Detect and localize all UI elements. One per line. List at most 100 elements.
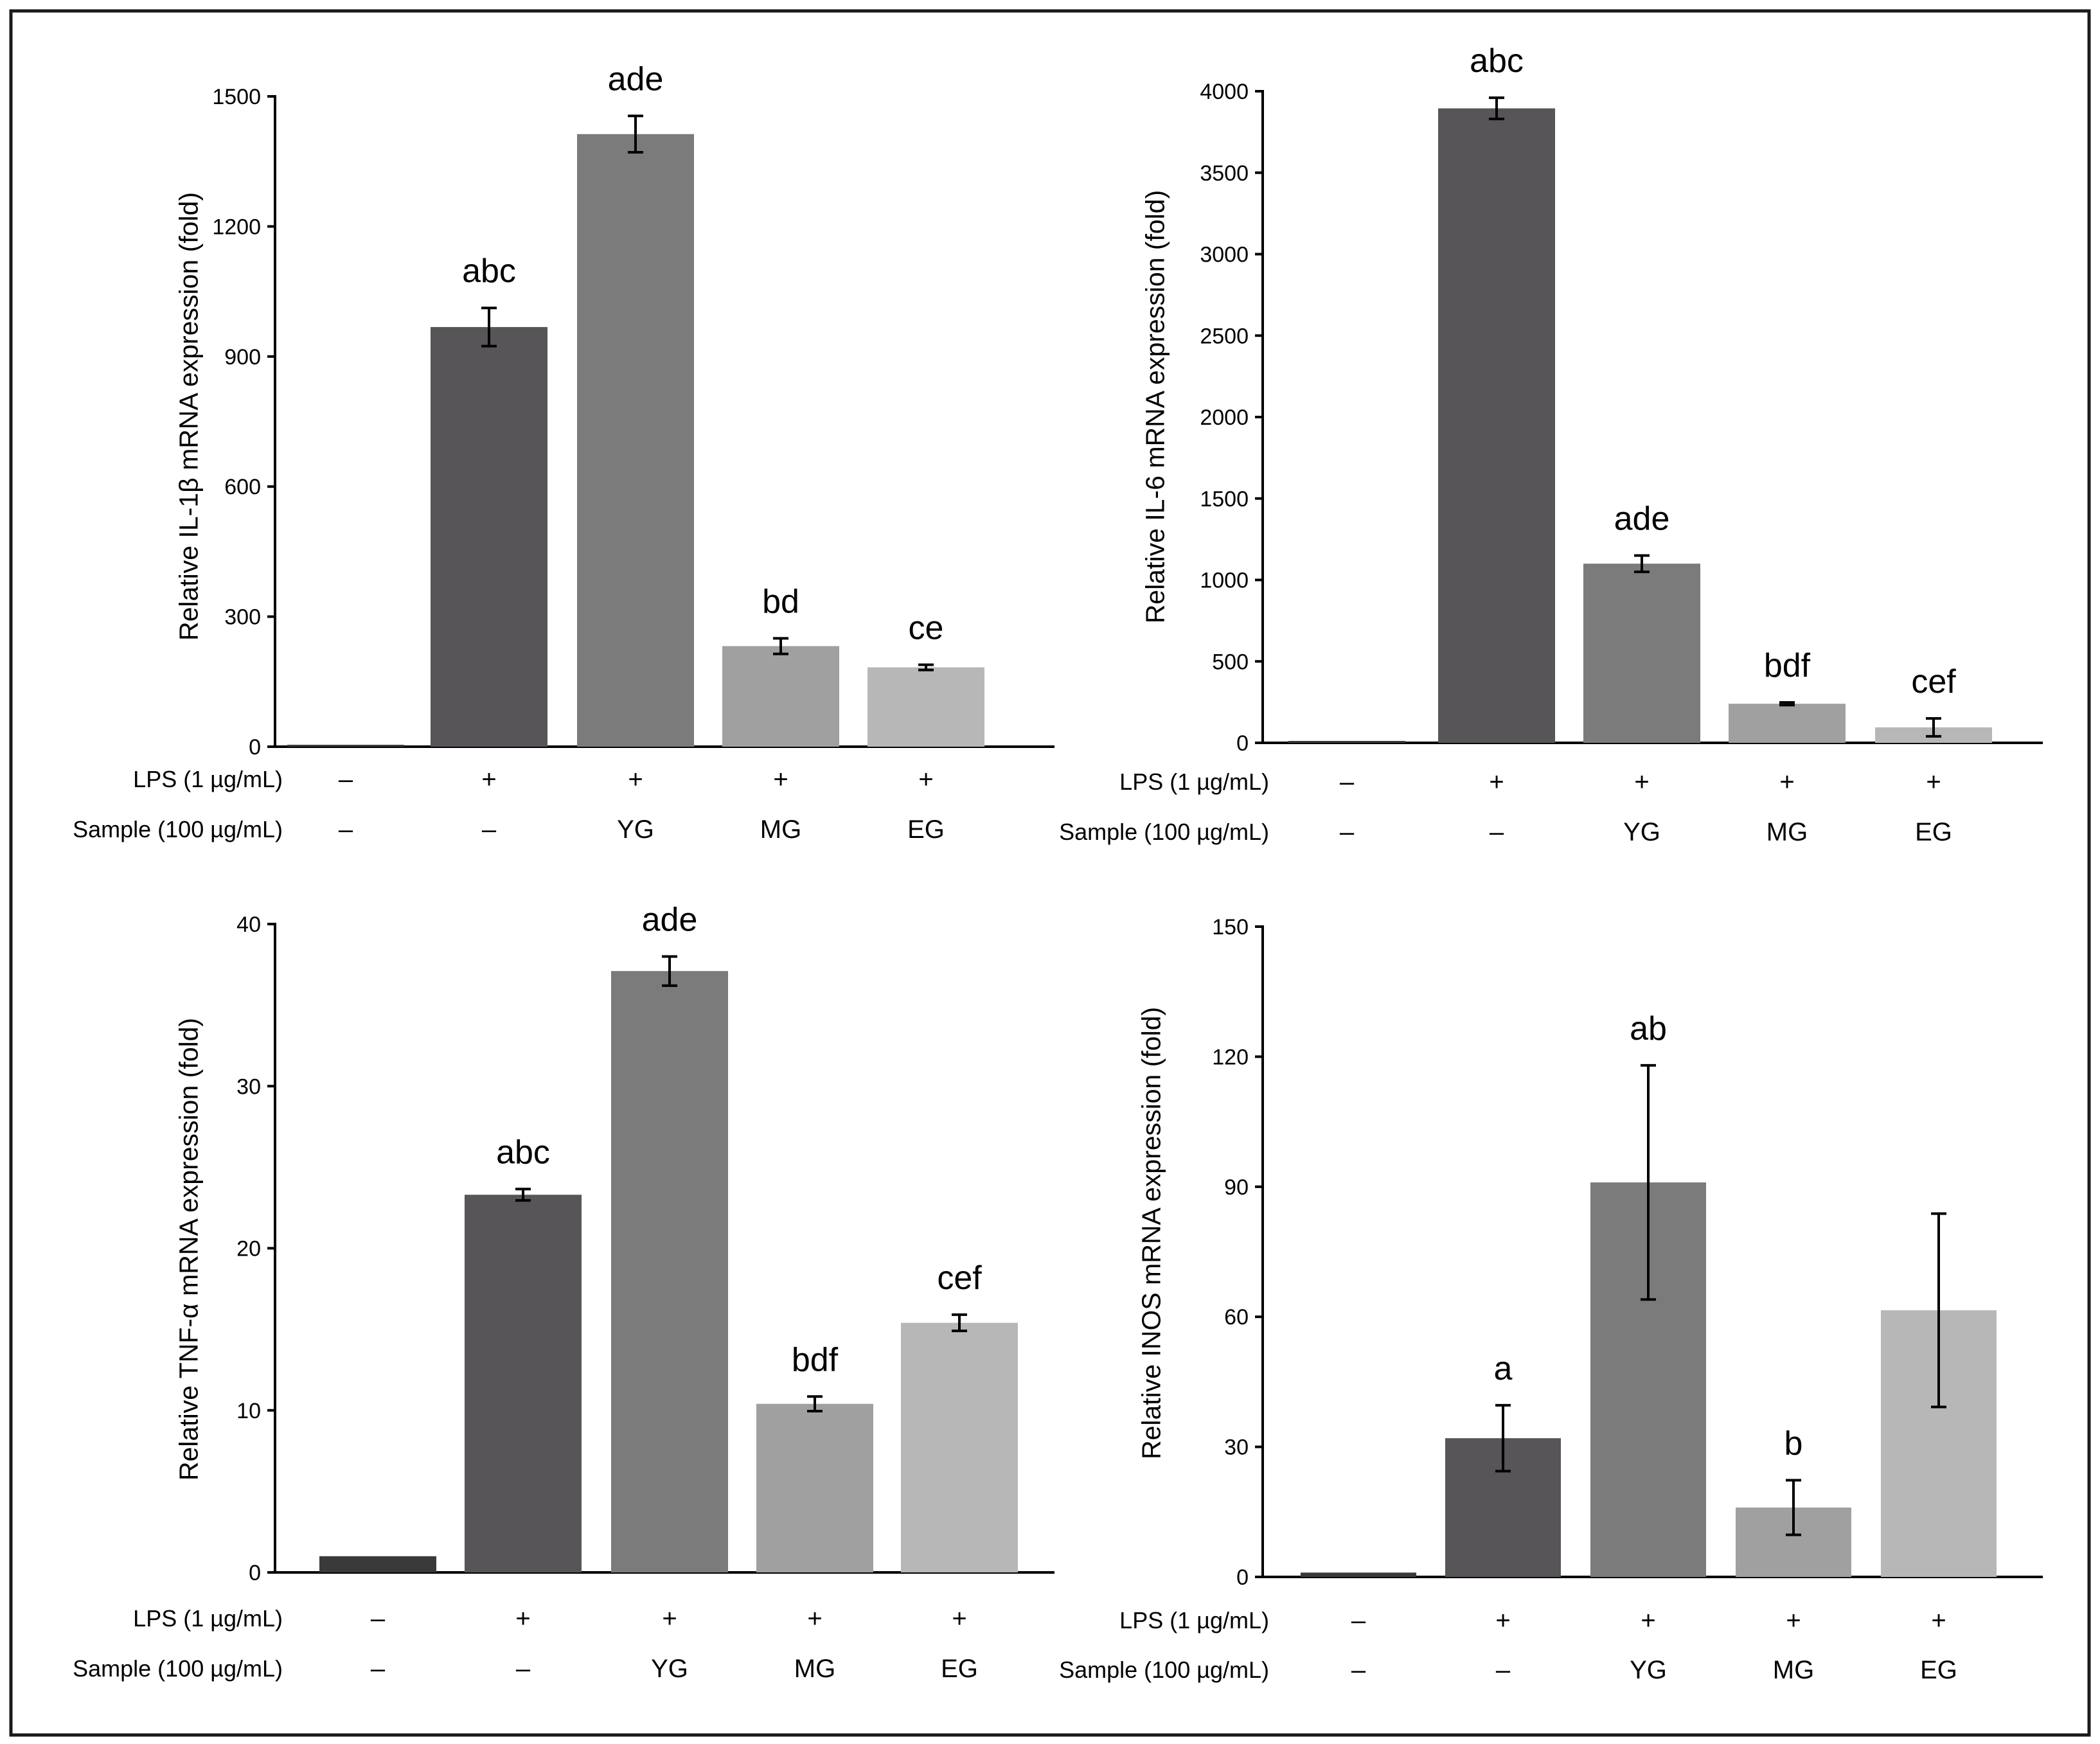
bar [577, 134, 694, 747]
lps-row-value: + [918, 765, 933, 794]
bar [319, 1556, 436, 1572]
y-tick-label: 0 [249, 735, 261, 760]
sample-row-value: YG [1630, 1656, 1667, 1684]
bar [465, 1195, 582, 1572]
y-tick-label: 1500 [1200, 487, 1249, 512]
sample-row-value: YG [1623, 818, 1660, 846]
error-bar [662, 955, 677, 987]
y-axis-label: Relative IL-6 mRNA expression (fold) [1140, 190, 1170, 623]
sample-row-value: – [1340, 818, 1355, 846]
bar [611, 971, 728, 1572]
sample-row-value: MG [1773, 1656, 1814, 1684]
y-tick-label: 150 [1212, 915, 1249, 939]
lps-row-label: LPS (1 µg/mL) [133, 766, 283, 792]
sample-row-label: Sample (100 µg/mL) [1059, 819, 1269, 845]
significance-label: ade [1614, 500, 1670, 537]
bar [1301, 1572, 1416, 1577]
bar [287, 745, 404, 747]
significance-label: bd [762, 583, 799, 620]
error-bar [1926, 716, 1941, 738]
lps-row-label: LPS (1 µg/mL) [1119, 769, 1269, 795]
lps-row-value: + [628, 765, 643, 794]
sample-row-value: – [516, 1655, 531, 1683]
lps-row-value: + [662, 1605, 677, 1633]
sample-row-value: – [371, 1655, 386, 1683]
sample-row-value: MG [760, 815, 801, 844]
chart-il1b: Relative IL-1β mRNA expression (fold) 0 30… [73, 60, 1054, 844]
chart-il6: Relative IL-6 mRNA expression (fold) 0 500… [1059, 42, 2043, 846]
significance-label: abc [1470, 42, 1524, 80]
figure-border [9, 9, 2091, 1737]
y-tick-label: 2000 [1200, 405, 1249, 430]
lps-row-value: + [773, 765, 788, 794]
lps-row-label: LPS (1 µg/mL) [1119, 1607, 1269, 1633]
significance-label: abc [496, 1134, 550, 1171]
y-axis-label: Relative IL-1β mRNA expression (fold) [174, 192, 203, 641]
y-tick-label: 30 [236, 1074, 261, 1099]
bar [868, 667, 984, 747]
error-bar [1641, 1063, 1656, 1301]
error-bar [515, 1188, 531, 1202]
significance-label: ade [608, 60, 664, 98]
sample-row-label: Sample (100 µg/mL) [73, 816, 283, 842]
y-tick-label: 300 [224, 605, 261, 630]
significance-label: abc [462, 253, 516, 290]
y-tick-label: 60 [1224, 1305, 1249, 1330]
y-tick-label: 30 [1224, 1436, 1249, 1460]
error-bar [807, 1395, 823, 1413]
y-tick-label: 90 [1224, 1175, 1249, 1200]
sample-row-value: – [482, 815, 497, 844]
y-tick-label: 40 [236, 912, 261, 937]
significance-label: cef [1911, 663, 1956, 700]
lps-row-value: – [1351, 1606, 1366, 1635]
error-bar [1634, 554, 1650, 573]
significance-label: ce [909, 609, 944, 646]
significance-label: b [1784, 1425, 1803, 1463]
lps-row-value: + [1786, 1606, 1801, 1635]
error-bar [628, 114, 643, 154]
y-tick-label: 10 [236, 1399, 261, 1423]
y-tick-label: 20 [236, 1237, 261, 1261]
y-tick-label: 3000 [1200, 243, 1249, 267]
y-tick-label: 900 [224, 345, 261, 369]
significance-label: a [1494, 1350, 1513, 1387]
sample-row-value: EG [1920, 1656, 1957, 1684]
lps-row-value: + [1926, 768, 1941, 796]
y-tick-label: 0 [1236, 1565, 1249, 1590]
lps-row-label: LPS (1 µg/mL) [133, 1605, 283, 1632]
y-tick-label: 600 [224, 475, 261, 499]
lps-row-value: + [1641, 1606, 1655, 1635]
sample-row-value: – [1490, 818, 1504, 846]
lps-row-value: – [1340, 768, 1355, 796]
sample-row-value: – [1496, 1656, 1511, 1684]
y-tick-label: 2500 [1200, 324, 1249, 348]
y-axis-label: Relative TNF-α mRNA expression (fold) [174, 1018, 203, 1481]
sample-row-value: – [339, 815, 353, 844]
chart-tnfa: Relative TNF-α mRNA expression (fold) 0 10… [73, 901, 1054, 1683]
sample-row-label: Sample (100 µg/mL) [1059, 1657, 1269, 1683]
y-tick-label: 1000 [1200, 569, 1249, 593]
sample-row-value: EG [941, 1655, 978, 1683]
error-bar [1495, 1403, 1511, 1473]
error-bar [918, 663, 934, 672]
error-bar [1779, 701, 1795, 707]
bar [1288, 741, 1405, 743]
sample-row-value: EG [1915, 818, 1952, 846]
significance-label: ade [642, 901, 698, 938]
significance-label: cef [937, 1259, 982, 1297]
lps-row-value: – [339, 765, 353, 794]
y-tick-label: 120 [1212, 1045, 1249, 1069]
lps-row-value: – [371, 1605, 386, 1633]
y-tick-label: 1500 [212, 85, 261, 109]
lps-row-value: + [1779, 768, 1794, 796]
sample-row-value: – [1351, 1656, 1366, 1684]
sample-row-value: EG [907, 815, 945, 844]
error-bar [481, 307, 497, 348]
y-tick-label: 4000 [1200, 80, 1249, 104]
sample-row-value: YG [617, 815, 654, 844]
error-bar [952, 1313, 967, 1333]
significance-label: ab [1630, 1010, 1667, 1047]
bar [1583, 564, 1700, 743]
error-bar [1786, 1479, 1801, 1536]
